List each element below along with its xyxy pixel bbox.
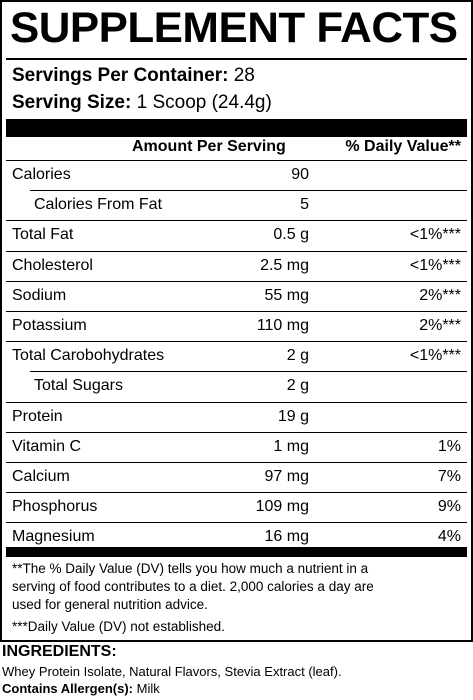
nutrient-name: Vitamin C bbox=[12, 437, 82, 455]
footnote-line-4: ***Daily Value (DV) not established. bbox=[12, 619, 225, 634]
row-separator bbox=[30, 190, 467, 192]
nutrient-row: Calcium 97 mg 7% bbox=[6, 462, 467, 492]
allergen-label: Contains Allergen(s): bbox=[2, 681, 133, 696]
row-separator bbox=[6, 462, 467, 463]
nutrient-name: Magnesium bbox=[12, 528, 95, 546]
nutrient-daily-value: <1%*** bbox=[409, 347, 461, 365]
serving-size-label: Serving Size: bbox=[12, 92, 132, 113]
nutrient-amount: 109 mg bbox=[255, 498, 309, 516]
nutrient-amount: 97 mg bbox=[264, 468, 309, 485]
footnote-line-2: serving of food contributes to a diet. 2… bbox=[12, 579, 374, 594]
nutrient-row: Sodium 55 mg 2%*** bbox=[6, 281, 467, 311]
nutrient-row: Potassium 110 mg 2%*** bbox=[6, 311, 467, 341]
nutrient-daily-value: 2%*** bbox=[419, 317, 461, 334]
title-divider bbox=[6, 58, 467, 60]
allergen-statement: Contains Allergen(s): Milk bbox=[2, 681, 160, 696]
row-separator bbox=[6, 341, 467, 343]
nutrient-daily-value: 1% bbox=[437, 437, 461, 455]
nutrient-name: Protein bbox=[12, 407, 63, 425]
nutrient-row: Calories From Fat 5 bbox=[6, 190, 467, 220]
footnote-line-1: **The % Daily Value (DV) tells you how m… bbox=[12, 561, 369, 576]
nutrient-row: Total Sugars 2 g bbox=[6, 371, 467, 401]
servings-per-container: Servings Per Container: 28 bbox=[12, 65, 255, 87]
allergen-value: Milk bbox=[136, 681, 160, 696]
nutrient-row: Total Fat 0.5 g <1%*** bbox=[6, 220, 467, 250]
nutrient-name: Potassium bbox=[12, 317, 87, 334]
nutrient-name: Cholesterol bbox=[12, 256, 93, 274]
nutrient-row: Cholesterol 2.5 mg <1%*** bbox=[6, 251, 467, 281]
footnote-line-3: used for general nutrition advice. bbox=[12, 597, 208, 612]
row-separator bbox=[6, 280, 467, 282]
row-separator bbox=[6, 220, 467, 222]
nutrient-daily-value: 2%*** bbox=[419, 286, 461, 304]
nutrient-row: Magnesium 16 mg 4% bbox=[6, 522, 467, 552]
ingredients-title: INGREDIENTS: bbox=[2, 643, 117, 660]
nutrient-name: Calcium bbox=[12, 468, 70, 485]
servings-per-container-value: 28 bbox=[233, 65, 255, 86]
nutrient-amount: 2.5 mg bbox=[260, 256, 309, 274]
amount-per-serving-header: Amount Per Serving bbox=[132, 138, 286, 155]
header-separator bbox=[6, 160, 467, 161]
nutrient-row: Protein 19 g bbox=[6, 402, 467, 432]
nutrient-name: Total Fat bbox=[12, 226, 74, 244]
nutrient-name: Total Carobohydrates bbox=[12, 347, 165, 365]
nutrient-amount: 110 mg bbox=[256, 317, 309, 334]
ingredients-text: Whey Protein Isolate, Natural Flavors, S… bbox=[2, 664, 342, 679]
serving-size-value: 1 Scoop (24.4g) bbox=[136, 92, 272, 113]
daily-value-header: % Daily Value** bbox=[345, 138, 461, 155]
row-separator bbox=[6, 401, 467, 403]
nutrient-daily-value: 4% bbox=[437, 528, 461, 546]
panel-title: SUPPLEMENT FACTS bbox=[10, 4, 458, 52]
nutrient-name: Total Sugars bbox=[34, 377, 123, 395]
nutrient-amount: 90 bbox=[291, 166, 309, 183]
nutrient-name: Sodium bbox=[12, 286, 67, 304]
nutrient-amount: 0.5 g bbox=[273, 226, 309, 244]
row-separator bbox=[6, 311, 467, 312]
nutrient-daily-value: <1%*** bbox=[409, 256, 461, 274]
row-separator bbox=[6, 492, 467, 494]
nutrient-row: Vitamin C 1 mg 1% bbox=[6, 432, 467, 462]
nutrient-daily-value: 7% bbox=[437, 468, 461, 485]
nutrient-amount: 2 g bbox=[286, 377, 309, 395]
nutrient-amount: 2 g bbox=[286, 347, 309, 365]
nutrient-amount: 55 mg bbox=[264, 286, 309, 304]
nutrient-row: Total Carobohydrates 2 g <1%*** bbox=[6, 341, 467, 371]
nutrient-daily-value: <1%*** bbox=[409, 226, 461, 244]
nutrient-row: Phosphorus 109 mg 9% bbox=[6, 492, 467, 522]
row-separator bbox=[6, 431, 467, 433]
nutrient-amount: 1 mg bbox=[273, 437, 309, 455]
servings-per-container-label: Servings Per Container: bbox=[12, 65, 229, 86]
row-separator bbox=[30, 371, 467, 373]
thick-divider bbox=[6, 119, 467, 137]
nutrient-amount: 19 g bbox=[277, 407, 309, 425]
nutrient-name: Calories From Fat bbox=[34, 196, 163, 214]
serving-size: Serving Size: 1 Scoop (24.4g) bbox=[12, 92, 272, 114]
nutrient-row: Calories 90 bbox=[6, 160, 467, 190]
row-separator bbox=[6, 250, 467, 252]
row-separator bbox=[6, 522, 467, 524]
nutrient-amount: 5 bbox=[300, 196, 309, 214]
nutrient-amount: 16 mg bbox=[264, 528, 309, 546]
nutrient-name: Calories bbox=[12, 166, 71, 183]
footnote-divider bbox=[6, 547, 467, 557]
nutrient-name: Phosphorus bbox=[12, 498, 98, 516]
nutrient-daily-value: 9% bbox=[437, 498, 461, 516]
supplement-facts-panel: SUPPLEMENT FACTS Servings Per Container:… bbox=[0, 0, 473, 642]
